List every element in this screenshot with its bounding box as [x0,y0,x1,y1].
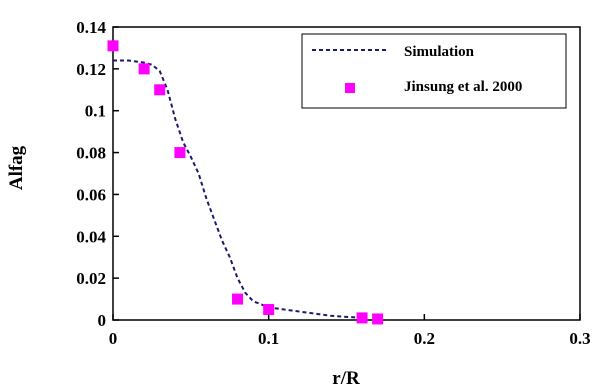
axes [112,26,581,321]
jinsung-series [107,40,384,325]
y-tick-label: 0.06 [76,185,106,204]
legend-box [301,33,567,109]
jinsung-data-point [138,63,150,75]
ticks: 0 0.02 0.04 0.06 0.08 0.1 0.12 0.14 0 0.1 0.2 0.3 [76,18,590,348]
x-axis-label: r/R [332,368,360,389]
y-axis-label: Alfag [6,145,27,190]
jinsung-data-point [174,147,186,159]
jinsung-data-point [356,312,368,324]
legend-jinsung-swatch [345,83,355,93]
jinsung-data-point [263,304,275,316]
jinsung-data-point [232,293,244,305]
y-tick-label: 0.1 [85,102,106,121]
y-tick-label: 0.02 [76,269,106,288]
x-tick-label: 0.3 [569,329,590,348]
jinsung-data-point [372,313,384,325]
y-tick-label: 0.04 [76,227,106,246]
legend-jinsung-label: Jinsung et al. 2000 [404,79,522,95]
x-tick-label: 0 [109,329,118,348]
y-tick-label: 0.08 [76,144,106,163]
legend-simulation-label: Simulation [404,44,475,60]
y-tick-label: 0.14 [76,18,106,37]
x-tick-label: 0.2 [414,329,435,348]
plot-area-frame [112,26,581,321]
y-tick-label: 0.12 [76,60,106,79]
y-tick-label: 0 [98,311,107,330]
jinsung-data-point [154,84,166,96]
legend: Simulation Jinsung et al. 2000 [301,33,567,109]
jinsung-data-point [107,40,119,52]
x-tick-label: 0.1 [258,329,279,348]
